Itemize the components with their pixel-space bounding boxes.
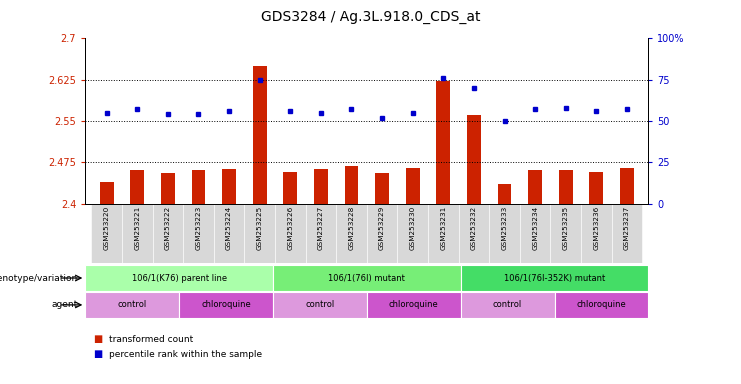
Bar <box>273 292 367 318</box>
Text: transformed count: transformed count <box>109 334 193 344</box>
Bar <box>397 204 428 263</box>
Bar <box>305 204 336 263</box>
Bar <box>192 170 205 204</box>
Text: genotype/variation: genotype/variation <box>0 273 78 283</box>
Text: chloroquine: chloroquine <box>201 300 251 310</box>
Bar <box>367 204 397 263</box>
Text: GSM253222: GSM253222 <box>165 205 171 250</box>
Bar <box>367 292 461 318</box>
Bar <box>213 204 245 263</box>
Text: chloroquine: chloroquine <box>576 300 626 310</box>
Bar <box>461 292 554 318</box>
Text: GSM253237: GSM253237 <box>624 205 630 250</box>
Text: GSM253223: GSM253223 <box>196 205 202 250</box>
Text: GSM253228: GSM253228 <box>348 205 354 250</box>
Bar <box>554 292 648 318</box>
Text: GSM253231: GSM253231 <box>440 205 446 250</box>
Text: GSM253225: GSM253225 <box>256 205 262 250</box>
Bar <box>183 204 213 263</box>
Text: chloroquine: chloroquine <box>389 300 439 310</box>
Text: GSM253226: GSM253226 <box>288 205 293 250</box>
Bar <box>122 204 153 263</box>
Text: 106/1(76I-352K) mutant: 106/1(76I-352K) mutant <box>504 273 605 283</box>
Text: ■: ■ <box>93 349 102 359</box>
Bar <box>153 204 183 263</box>
Text: 106/1(K76) parent line: 106/1(K76) parent line <box>131 273 227 283</box>
Bar <box>85 292 179 318</box>
Bar <box>273 265 461 291</box>
Bar <box>461 265 648 291</box>
Bar <box>559 170 573 204</box>
Text: GSM253229: GSM253229 <box>379 205 385 250</box>
Bar <box>283 172 297 204</box>
Bar <box>611 204 642 263</box>
Bar <box>589 172 603 204</box>
Bar <box>245 204 275 263</box>
Bar <box>91 204 122 263</box>
Text: 106/1(76I) mutant: 106/1(76I) mutant <box>328 273 405 283</box>
Bar <box>253 66 267 204</box>
Text: percentile rank within the sample: percentile rank within the sample <box>109 350 262 359</box>
Text: control: control <box>305 300 334 310</box>
Bar <box>520 204 551 263</box>
Bar <box>528 170 542 204</box>
Bar <box>406 168 419 204</box>
Bar <box>345 166 359 204</box>
Bar <box>336 204 367 263</box>
Bar <box>489 204 520 263</box>
Bar <box>375 173 389 204</box>
Text: control: control <box>493 300 522 310</box>
Text: GSM253220: GSM253220 <box>104 205 110 250</box>
Bar <box>130 170 144 204</box>
Bar <box>459 204 489 263</box>
Bar <box>620 168 634 204</box>
Bar <box>428 204 459 263</box>
Bar <box>85 265 273 291</box>
Bar <box>436 81 451 204</box>
Bar <box>467 116 481 204</box>
Text: GSM253227: GSM253227 <box>318 205 324 250</box>
Text: GSM253230: GSM253230 <box>410 205 416 250</box>
Text: GSM253232: GSM253232 <box>471 205 477 250</box>
Text: GSM253234: GSM253234 <box>532 205 538 250</box>
Bar <box>161 173 175 204</box>
Bar <box>581 204 611 263</box>
Text: GSM253224: GSM253224 <box>226 205 232 250</box>
Bar <box>498 184 511 204</box>
Text: agent: agent <box>52 300 78 310</box>
Bar <box>100 182 113 204</box>
Bar <box>179 292 273 318</box>
Text: GSM253233: GSM253233 <box>502 205 508 250</box>
Text: GDS3284 / Ag.3L.918.0_CDS_at: GDS3284 / Ag.3L.918.0_CDS_at <box>261 10 480 23</box>
Bar <box>222 169 236 204</box>
Bar <box>551 204 581 263</box>
Text: ■: ■ <box>93 334 102 344</box>
Text: GSM253235: GSM253235 <box>562 205 569 250</box>
Bar <box>275 204 305 263</box>
Bar <box>314 169 328 204</box>
Text: control: control <box>118 300 147 310</box>
Text: GSM253236: GSM253236 <box>594 205 599 250</box>
Text: GSM253221: GSM253221 <box>134 205 140 250</box>
